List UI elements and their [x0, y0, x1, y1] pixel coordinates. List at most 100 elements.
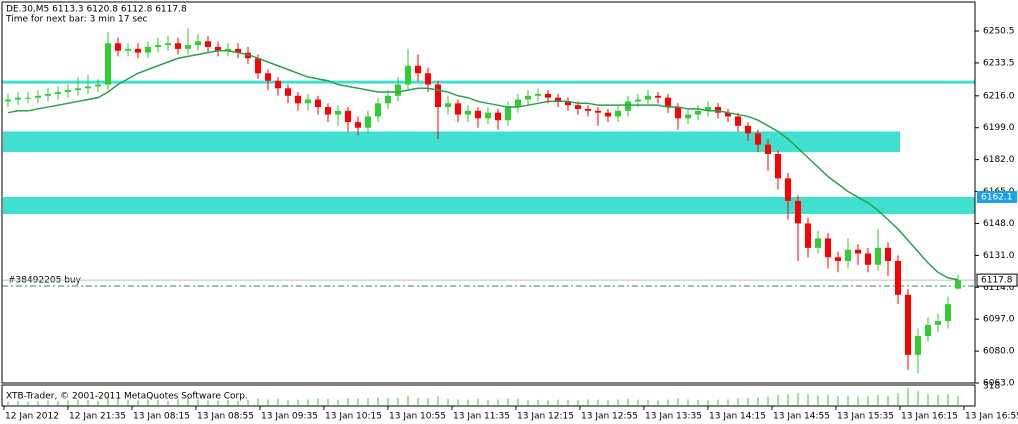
candle-body [635, 99, 641, 102]
candle-body [205, 41, 211, 47]
candle-body [165, 43, 171, 46]
candle-body [145, 46, 151, 53]
price-label: 6117.8 [981, 276, 1013, 286]
x-tick-label: 13 Jan 13:35 [645, 412, 702, 422]
candle-body [245, 52, 251, 59]
candle-body [535, 93, 541, 96]
y-tick-label: 6148.0 [983, 219, 1015, 229]
candle-body [285, 88, 291, 96]
candle-body [425, 73, 431, 85]
candle-body [655, 95, 661, 98]
x-tick-label: 13 Jan 15:35 [837, 412, 894, 422]
candle-body [85, 86, 91, 89]
candle-body [455, 103, 461, 115]
candle-body [915, 336, 921, 355]
candle-body [315, 99, 321, 108]
candle-body [345, 110, 351, 123]
x-tick-label: 13 Jan 14:15 [709, 412, 766, 422]
candle-body [885, 247, 891, 261]
candle-body [695, 110, 701, 115]
candle-body [615, 110, 621, 117]
level-label: 6162.1 [981, 192, 1013, 202]
candle-body [735, 116, 741, 126]
y-tick-label: 6216.0 [983, 91, 1015, 101]
candle-body [745, 125, 751, 134]
y-tick-label: 6080.0 [983, 347, 1015, 357]
candle-body [215, 46, 221, 51]
candle-body [905, 294, 911, 355]
level-label-box [977, 190, 1017, 203]
x-tick-label: 13 Jan 08:55 [197, 412, 254, 422]
y-tick-label: 6131.0 [983, 251, 1015, 261]
candle-body [955, 280, 961, 289]
plot: 6250.56233.56216.06199.06182.06165.06148… [2, 27, 1018, 422]
candle-body [785, 178, 791, 201]
copyright: XTB-Trader, © 2001-2011 MetaQuotes Softw… [6, 392, 248, 402]
candle-body [845, 249, 851, 261]
candle-body [175, 43, 181, 49]
candle-body [45, 93, 51, 96]
moving-average [7, 49, 959, 281]
bar-timer: Time for next bar: 3 min 17 sec [5, 15, 148, 25]
candle-body [825, 238, 831, 258]
candle-body [545, 93, 551, 98]
candle-body [875, 247, 881, 265]
candle-body [605, 112, 611, 117]
x-tick-label: 13 Jan 16:15 [901, 412, 958, 422]
x-tick-label: 13 Jan 09:35 [261, 412, 318, 422]
candle-body [705, 107, 711, 111]
candle-body [575, 105, 581, 109]
x-tick-label: 12 Jan 2012 [5, 412, 59, 422]
candle-body [15, 97, 21, 100]
candle-body [305, 99, 311, 104]
candle-body [525, 95, 531, 100]
candle-body [775, 153, 781, 179]
candle-body [585, 108, 591, 111]
x-tick-label: 13 Jan 16:55 [965, 412, 1018, 422]
candle-body [115, 43, 121, 51]
candle-body [255, 58, 261, 74]
candle-body [225, 48, 231, 51]
candle-body [475, 110, 481, 119]
candle-body [65, 90, 71, 93]
candle-body [565, 101, 571, 106]
candle-body [365, 116, 371, 128]
chart-header: DE.30,M5 6113.3 6120.8 6112.8 6117.8 [6, 5, 187, 15]
candle-body [465, 110, 471, 115]
candle-body [935, 321, 941, 325]
candle-body [25, 97, 31, 99]
candle-body [855, 249, 861, 254]
candle-body [665, 97, 671, 108]
x-tick-label: 12 Jan 21:35 [69, 412, 126, 422]
candle-body [235, 48, 241, 53]
candle-body [765, 144, 771, 154]
plot-frame [1, 1, 976, 384]
x-tick-label: 13 Jan 10:55 [389, 412, 446, 422]
y-tick-label: 6114.0 [983, 283, 1015, 293]
volume-tick-label: 318 [983, 382, 1000, 392]
candle-body [75, 88, 81, 91]
y-tick-label: 6233.5 [983, 58, 1015, 68]
y-tick-label: 6199.0 [983, 123, 1015, 133]
candle-body [505, 107, 511, 121]
candle-body [675, 107, 681, 119]
candle-body [265, 73, 271, 81]
candle-body [295, 95, 301, 104]
x-tick-label: 13 Jan 11:35 [453, 412, 510, 422]
candle-body [755, 133, 761, 145]
candle-body [355, 122, 361, 128]
candle-body [485, 112, 491, 119]
candle-body [35, 95, 41, 98]
candle-body [125, 48, 131, 51]
candle-body [445, 103, 451, 108]
zone [3, 196, 975, 215]
candle-body [805, 223, 811, 248]
x-tick-label: 13 Jan 12:15 [517, 412, 574, 422]
y-tick-label: 6250.5 [983, 27, 1015, 37]
candle-body [865, 253, 871, 265]
candle-body [95, 84, 101, 87]
candle-body [495, 112, 501, 121]
candle-body [555, 97, 561, 102]
candle-body [105, 43, 111, 85]
